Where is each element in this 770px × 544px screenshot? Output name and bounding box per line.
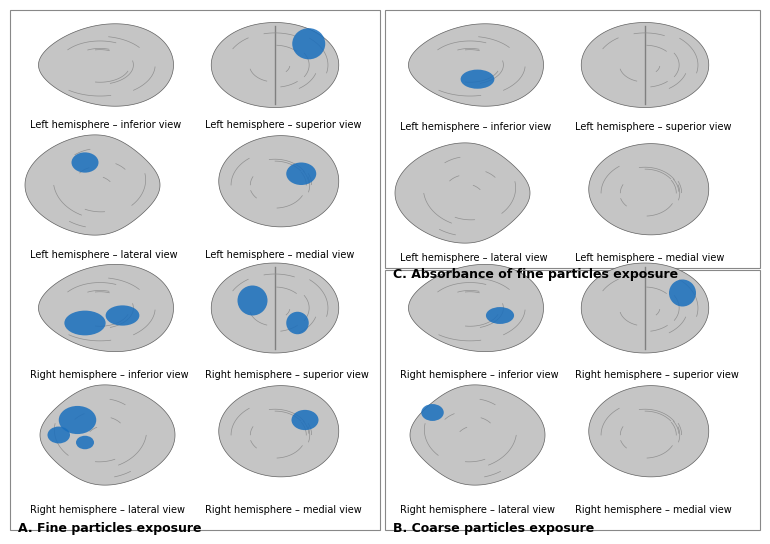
- Polygon shape: [395, 143, 530, 243]
- Text: Left hemisphere – lateral view: Left hemisphere – lateral view: [400, 253, 547, 263]
- Text: Left hemisphere – inferior view: Left hemisphere – inferior view: [400, 122, 551, 132]
- Text: Right hemisphere – medial view: Right hemisphere – medial view: [575, 505, 732, 515]
- Polygon shape: [211, 263, 339, 353]
- Ellipse shape: [286, 163, 316, 185]
- Ellipse shape: [65, 311, 105, 335]
- Ellipse shape: [292, 410, 319, 430]
- Ellipse shape: [486, 307, 514, 324]
- Text: Right hemisphere – lateral view: Right hemisphere – lateral view: [30, 505, 185, 515]
- Text: Right hemisphere – medial view: Right hemisphere – medial view: [205, 505, 362, 515]
- Text: Right hemisphere – inferior view: Right hemisphere – inferior view: [30, 370, 189, 380]
- Polygon shape: [581, 22, 708, 108]
- Polygon shape: [40, 385, 175, 485]
- Polygon shape: [409, 24, 544, 106]
- Polygon shape: [38, 264, 173, 351]
- Ellipse shape: [286, 312, 309, 334]
- Polygon shape: [409, 264, 544, 351]
- Polygon shape: [581, 263, 708, 353]
- Polygon shape: [25, 135, 160, 235]
- Text: Left hemisphere – medial view: Left hemisphere – medial view: [205, 250, 354, 260]
- Ellipse shape: [59, 406, 96, 434]
- Polygon shape: [410, 385, 545, 485]
- Text: Left hemisphere – superior view: Left hemisphere – superior view: [575, 122, 732, 132]
- Text: Right hemisphere – lateral view: Right hemisphere – lateral view: [400, 505, 555, 515]
- Text: Right hemisphere – superior view: Right hemisphere – superior view: [205, 370, 369, 380]
- Polygon shape: [38, 24, 173, 106]
- Polygon shape: [589, 144, 708, 235]
- Ellipse shape: [421, 404, 444, 421]
- Ellipse shape: [48, 426, 70, 443]
- Text: B. Coarse particles exposure: B. Coarse particles exposure: [393, 522, 594, 535]
- Text: Right hemisphere – inferior view: Right hemisphere – inferior view: [400, 370, 558, 380]
- Polygon shape: [211, 22, 339, 108]
- Ellipse shape: [460, 70, 494, 89]
- Text: C. Absorbance of fine particles exposure: C. Absorbance of fine particles exposure: [393, 268, 678, 281]
- Polygon shape: [219, 135, 339, 227]
- Text: Left hemisphere – lateral view: Left hemisphere – lateral view: [30, 250, 178, 260]
- Ellipse shape: [669, 280, 696, 306]
- Polygon shape: [589, 386, 708, 477]
- Ellipse shape: [72, 152, 99, 172]
- Polygon shape: [219, 386, 339, 477]
- Text: Left hemisphere – medial view: Left hemisphere – medial view: [575, 253, 725, 263]
- Text: Right hemisphere – superior view: Right hemisphere – superior view: [575, 370, 739, 380]
- Text: Left hemisphere – superior view: Left hemisphere – superior view: [205, 120, 361, 130]
- Text: Left hemisphere – inferior view: Left hemisphere – inferior view: [30, 120, 181, 130]
- Ellipse shape: [237, 286, 267, 316]
- Ellipse shape: [76, 436, 94, 449]
- Text: A. Fine particles exposure: A. Fine particles exposure: [18, 522, 202, 535]
- Ellipse shape: [293, 28, 325, 59]
- Ellipse shape: [105, 305, 139, 326]
